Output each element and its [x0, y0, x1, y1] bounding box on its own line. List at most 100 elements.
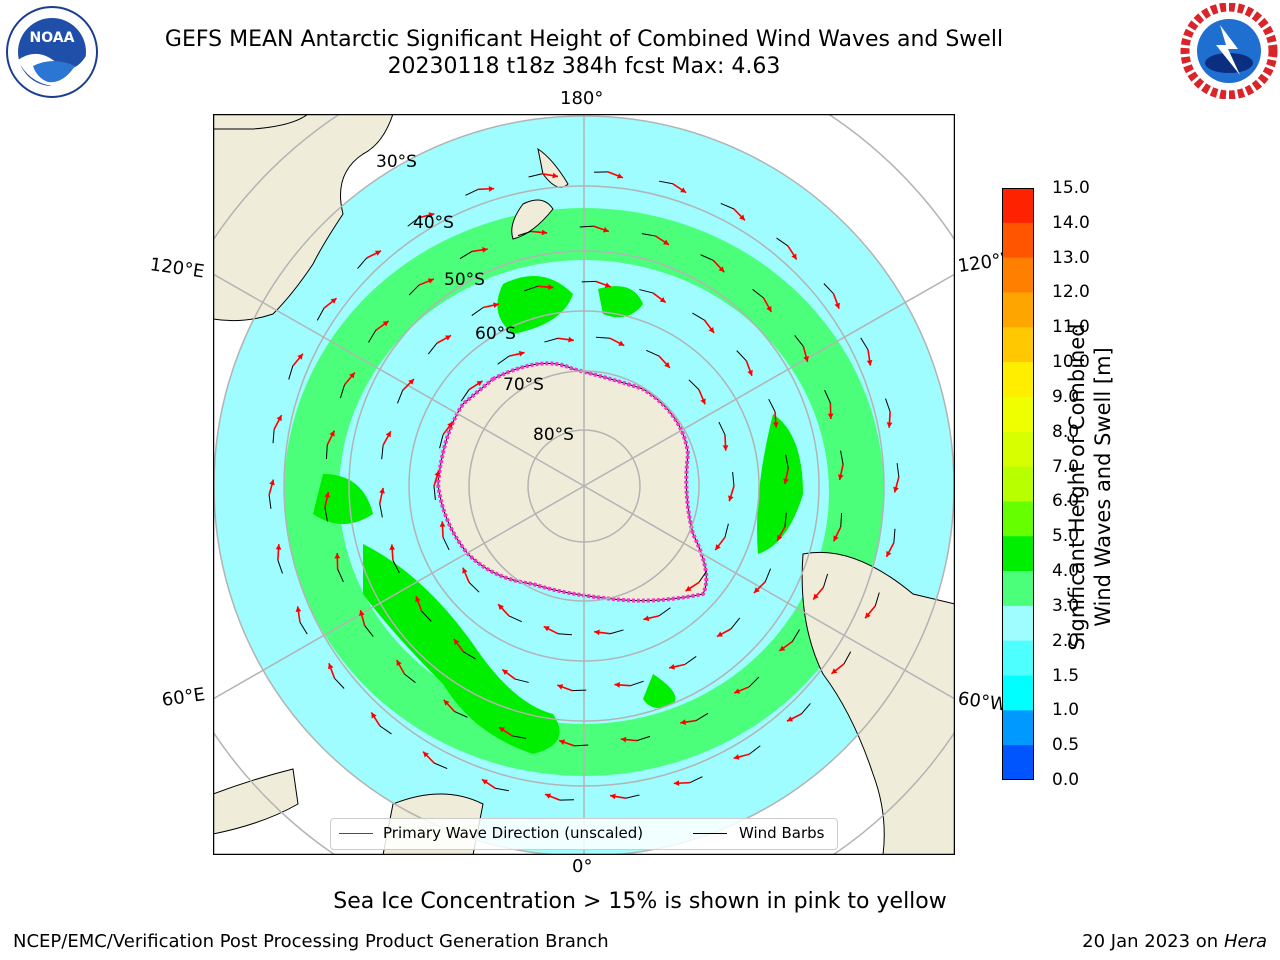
lat-label-60s: 60°S — [475, 324, 516, 344]
wave-arrow-head — [803, 356, 809, 362]
colorbar-segment — [1002, 466, 1034, 502]
wind-barb — [732, 472, 735, 487]
wave-arrow-head — [428, 212, 435, 218]
colorbar-segment — [1002, 640, 1034, 677]
colorbar-tick-label: 12.0 — [1052, 282, 1090, 303]
wave-arrow-head — [715, 544, 721, 551]
wind-barb — [460, 389, 470, 402]
land-south-america — [801, 551, 955, 855]
wind-barb — [689, 776, 703, 784]
wave-patch-high — [313, 474, 373, 524]
wind-barb — [514, 678, 529, 683]
lat-label-80s: 80°S — [533, 425, 574, 445]
colorbar-tick-label: 1.0 — [1052, 700, 1080, 721]
wave-arrow-head — [359, 610, 365, 616]
land-nz-north — [537, 147, 569, 188]
wind-barb — [392, 560, 400, 574]
wave-arrow-head — [557, 684, 564, 690]
wave-arrow-head — [488, 185, 495, 192]
map-panel — [213, 114, 955, 855]
wave-arrow-head — [295, 606, 302, 613]
wind-barb — [843, 651, 852, 665]
wind-barb — [421, 610, 432, 622]
wave-arrow-head — [739, 214, 745, 221]
wind-barb — [860, 337, 869, 351]
wave-arrow-head — [620, 736, 627, 743]
wind-barb — [581, 280, 596, 283]
wind-barb — [512, 735, 527, 739]
wind-barb — [688, 379, 700, 390]
wave-arrow-head — [493, 302, 499, 309]
wave-arrow-head — [716, 631, 723, 637]
wave-arrow-head — [375, 250, 382, 256]
wave-arrow-head — [614, 682, 620, 688]
lon-label-60w: 60°W — [956, 688, 1009, 716]
wind-barb — [434, 762, 448, 770]
colorbar-title-line1: Significant Height of Combined — [1065, 323, 1089, 651]
wind-barb — [379, 503, 383, 518]
wind-barb — [407, 217, 420, 227]
wind-barb — [579, 225, 594, 228]
footer-host: Hera — [1223, 931, 1267, 952]
wave-arrow-head — [680, 187, 687, 193]
wind-barb — [785, 454, 789, 469]
wave-arrow-head — [329, 430, 335, 437]
wave-arrow-head — [423, 751, 429, 758]
wave-arrow-head — [415, 596, 421, 603]
wind-barb — [324, 507, 328, 522]
wind-barb — [720, 202, 734, 210]
wind-barb — [684, 656, 697, 665]
chart-subtitle: 20230118 t18z 384h fcst Max: 4.63 — [387, 54, 781, 79]
wind-barb — [874, 592, 880, 607]
footer-branch: NCEP/EMC/Verification Post Processing Pr… — [13, 931, 609, 952]
wave-patch-high — [598, 286, 643, 318]
footer-date-text: 20 Jan 2023 on — [1082, 931, 1224, 952]
wave-arrow-head — [833, 535, 839, 542]
wind-barb — [794, 335, 804, 347]
wind-barb — [368, 330, 377, 343]
wind-barb — [508, 615, 522, 623]
colorbar-segment — [1002, 396, 1034, 433]
wave-patch-high — [497, 276, 573, 334]
wind-barb — [700, 254, 714, 261]
wave-arrow-head — [445, 335, 452, 341]
wave-arrow-head — [663, 239, 670, 245]
colorbar-segment — [1002, 222, 1034, 259]
wave-arrow-head — [481, 779, 488, 785]
colorbar-tick-label: 3.0 — [1052, 595, 1080, 616]
wave-arrow-head — [766, 305, 772, 312]
wind-barb — [524, 285, 538, 292]
colorbar-tick-label: 6.0 — [1052, 491, 1080, 512]
wave-arrow-head — [328, 663, 334, 670]
wave-arrow-head — [382, 320, 389, 327]
colorbar-tick-label: 1.5 — [1052, 665, 1080, 686]
colorbar-segment — [1002, 188, 1034, 224]
wave-arrow-head — [594, 629, 600, 636]
wind-barb — [299, 621, 308, 635]
wind-barb — [381, 445, 384, 460]
wind-barb — [544, 337, 559, 343]
wind-barb — [268, 494, 272, 509]
wave-arrow-head — [330, 298, 337, 304]
wind-barb — [408, 284, 420, 296]
wave-arrow-head — [733, 754, 740, 760]
wind-barb — [277, 560, 283, 574]
wind-barb — [495, 787, 510, 792]
wave-arrow-head — [728, 495, 734, 502]
noaa-logo: NOAA — [6, 6, 98, 98]
map-legend: Primary Wave Direction (unscaled) Wind B… — [330, 818, 838, 850]
wave-arrow-head — [718, 266, 725, 273]
wave-arrow-head — [610, 793, 616, 800]
wave-arrow-head — [791, 253, 797, 260]
wave-arrow-head — [786, 716, 793, 722]
wind-barb — [596, 336, 611, 339]
colorbar-tick-label: 8.0 — [1052, 421, 1080, 442]
lat-label-40s: 40°S — [413, 213, 454, 233]
wind-barb — [748, 745, 761, 755]
colorbar-segment — [1002, 605, 1034, 642]
land-nz-south — [511, 199, 554, 240]
wind-barb — [736, 350, 747, 362]
wave-arrow-head — [502, 669, 509, 675]
colorbar-segment — [1002, 675, 1034, 711]
wind-barb — [840, 512, 843, 528]
